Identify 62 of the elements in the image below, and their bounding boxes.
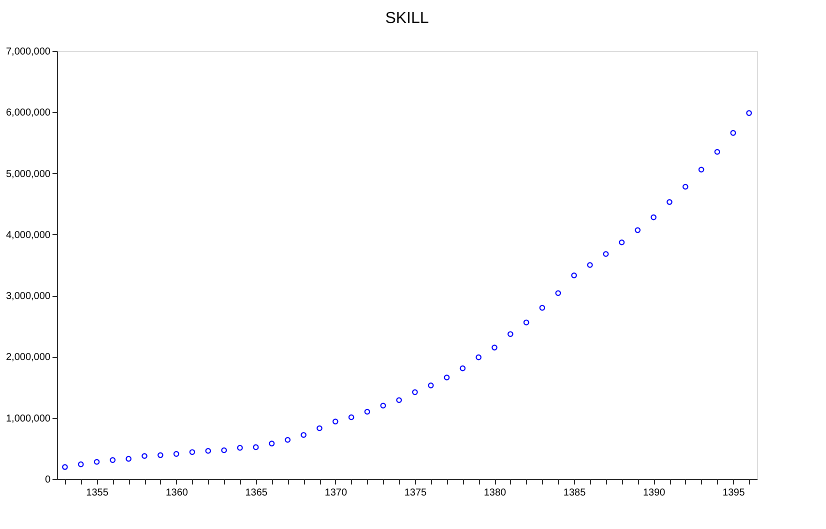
point [300,432,306,438]
point [348,414,354,420]
chart-title: SKILL [385,10,429,27]
point [508,331,514,337]
point [682,184,688,190]
point [523,320,530,326]
point [94,458,100,465]
point [714,148,720,155]
y-tick-label: 2,000,000 [6,352,51,364]
point [78,461,84,468]
point [539,304,546,311]
point [746,110,752,116]
point [460,365,466,372]
y-tick-label: 6,000,000 [6,108,51,119]
x-tick-label: 1360 [166,488,188,498]
point [492,344,498,350]
point [364,408,370,415]
x-tick-label: 1385 [563,488,586,498]
point [698,166,704,173]
x-tick-label: 1380 [484,488,507,498]
y-tick-label: 3,000,000 [6,291,51,302]
x-tick-label: 1395 [722,488,746,498]
point [666,199,672,205]
point [126,456,132,462]
point [316,425,322,432]
point [571,272,577,278]
point [602,251,609,257]
y-tick-label: 5,000,000 [6,168,51,180]
point [396,397,402,404]
point [284,436,291,443]
point [380,402,386,409]
point [268,440,275,446]
point [412,389,418,396]
point [476,354,482,360]
x-tick-label: 1375 [404,488,428,498]
point [110,457,116,463]
point [555,290,562,296]
y-tick-label: 7,000,000 [6,46,51,58]
point [634,227,641,234]
point [252,444,259,450]
point [618,239,625,246]
x-tick-label: 1355 [86,488,109,498]
point [587,262,593,268]
point [205,448,212,454]
point [650,214,656,220]
point [221,447,227,454]
point [444,374,450,380]
y-tick-label: 0 [44,474,51,486]
point [237,444,243,451]
point [62,464,68,470]
x-tick-label: 1365 [245,488,268,498]
point [158,452,164,458]
point [428,382,434,388]
y-tick-label: 1,000,000 [6,413,51,424]
point [332,418,338,424]
y-tick-label: 4,000,000 [6,230,51,241]
point [189,449,196,455]
point [173,451,180,457]
x-tick-label: 1390 [642,488,666,498]
x-tick-label: 1370 [324,488,348,498]
point [730,130,736,136]
point [142,453,148,459]
